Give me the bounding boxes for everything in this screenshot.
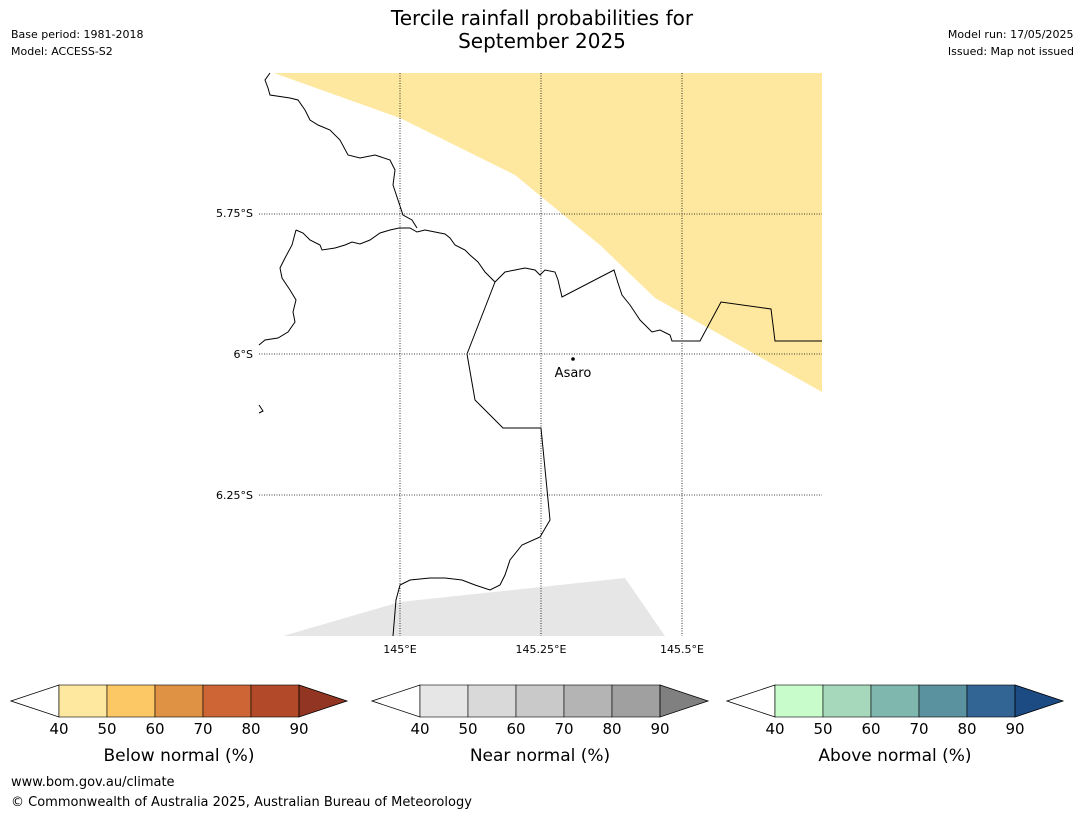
legend-arrow-low [371, 684, 421, 718]
legend-tick-label: 60 [861, 720, 880, 738]
legend-arrow-high [1014, 684, 1065, 718]
legend-tick-label: 50 [97, 720, 116, 738]
legend-segment [250, 684, 300, 718]
boundary-central [295, 227, 822, 342]
legend-tick-label: 70 [193, 720, 212, 738]
boundary-west-loop [258, 229, 297, 346]
footer-copyright: © Commonwealth of Australia 2025, Austra… [11, 795, 472, 810]
map-area: Asaro 5.75°S 6°S 6.25°S 145°E 145.25°E 1… [216, 72, 822, 656]
legend-tick-label: 40 [49, 720, 68, 738]
legend-title: Below normal (%) [104, 746, 255, 766]
legend-tick-label: 60 [506, 720, 525, 738]
legend-arrow-high [298, 684, 349, 718]
legend-arrow-low [726, 684, 776, 718]
near-normal-legend: 40 50 60 70 80 90 Near normal (%) [371, 684, 710, 766]
below-normal-legend: 40 50 60 70 80 90 Below normal (%) [10, 684, 349, 766]
lon-label-145: 145°E [383, 643, 416, 656]
asaro-label: Asaro [555, 366, 592, 381]
legend-tick-label: 90 [1005, 720, 1024, 738]
legend-segment [918, 684, 968, 718]
legend-segment [822, 684, 872, 718]
lon-label-145-5: 145.5°E [660, 643, 704, 656]
lat-label-6-25: 6.25°S [216, 489, 253, 502]
legend-segment [563, 684, 613, 718]
header-left: Base period: 1981-2018 Model: ACCESS-S2 [11, 26, 143, 60]
base-period-text: Base period: 1981-2018 [11, 28, 144, 41]
legend-tick-label: 70 [909, 720, 928, 738]
legend-tick-label: 40 [765, 720, 784, 738]
near-normal-region [283, 578, 665, 636]
title-line-2: September 2025 [458, 29, 626, 53]
boundary-south [392, 281, 551, 637]
legend-segment [774, 684, 824, 718]
legend-segment [515, 684, 565, 718]
legend-tick-label: 90 [650, 720, 669, 738]
legend-tick-label: 50 [813, 720, 832, 738]
legend-tick-label: 80 [957, 720, 976, 738]
asaro-marker [571, 357, 575, 361]
legend-tick-label: 50 [458, 720, 477, 738]
map: Asaro 5.75°S 6°S 6.25°S 145°E 145.25°E 1… [216, 72, 822, 656]
below-normal-region [274, 73, 822, 392]
legend-arrow-high [659, 684, 710, 718]
legend-segment [419, 684, 469, 718]
legend-segment [870, 684, 920, 718]
legend-segment [467, 684, 517, 718]
legend-title: Above normal (%) [818, 746, 971, 766]
header-right: Model run: 17/05/2025 Issued: Map not is… [948, 26, 1074, 60]
legend-segment [106, 684, 156, 718]
legend-segment [966, 684, 1016, 718]
title-line-1: Tercile rainfall probabilities for [390, 6, 694, 30]
legend-segment [611, 684, 661, 718]
legend-segment [202, 684, 252, 718]
legend-tick-label: 80 [602, 720, 621, 738]
legend-tick-label: 60 [145, 720, 164, 738]
legend-arrow-low [10, 684, 60, 718]
above-normal-legend: 40 50 60 70 80 90 Above normal (%) [726, 684, 1065, 766]
legend-segment [154, 684, 204, 718]
legend-title: Near normal (%) [470, 746, 610, 766]
boundary-fragment [258, 404, 264, 414]
footer-url: www.bom.gov.au/climate [11, 775, 175, 790]
legend-tick-label: 70 [554, 720, 573, 738]
lat-label-6: 6°S [234, 348, 253, 361]
lon-label-145-25: 145.25°E [516, 643, 567, 656]
boundary-north-west [264, 72, 418, 229]
issued-text: Issued: Map not issued [947, 45, 1074, 58]
legend-tick-label: 80 [241, 720, 260, 738]
map-title: Tercile rainfall probabilities for Septe… [342, 7, 742, 53]
legend-tick-label: 90 [289, 720, 308, 738]
model-run-text: Model run: 17/05/2025 [947, 28, 1074, 41]
model-text: Model: ACCESS-S2 [11, 45, 113, 58]
legend-segment [58, 684, 108, 718]
legend-tick-label: 40 [410, 720, 429, 738]
province-boundaries [258, 72, 822, 637]
lat-label-5-75: 5.75°S [216, 207, 253, 220]
